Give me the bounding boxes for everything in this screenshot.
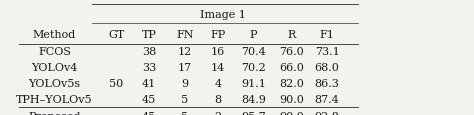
Text: 5: 5 <box>181 95 189 104</box>
Text: Proposed: Proposed <box>28 111 81 115</box>
Text: 73.1: 73.1 <box>315 46 339 56</box>
Text: 92.8: 92.8 <box>315 111 339 115</box>
Text: 86.3: 86.3 <box>315 78 339 88</box>
Text: Image 1: Image 1 <box>200 9 246 19</box>
Text: 45: 45 <box>142 95 156 104</box>
Text: FN: FN <box>176 30 193 40</box>
Text: 14: 14 <box>211 62 225 72</box>
Text: FCOS: FCOS <box>38 46 71 56</box>
Text: 68.0: 68.0 <box>315 62 339 72</box>
Text: YOLOv5s: YOLOv5s <box>28 78 81 88</box>
Text: 90.0: 90.0 <box>279 111 304 115</box>
Text: 76.0: 76.0 <box>279 46 304 56</box>
Text: FP: FP <box>210 30 226 40</box>
Text: 66.0: 66.0 <box>279 62 304 72</box>
Text: 41: 41 <box>142 78 156 88</box>
Text: P: P <box>250 30 257 40</box>
Text: Method: Method <box>33 30 76 40</box>
Text: 87.4: 87.4 <box>315 95 339 104</box>
Text: 84.9: 84.9 <box>241 95 266 104</box>
Text: 45: 45 <box>142 111 156 115</box>
Text: 95.7: 95.7 <box>241 111 266 115</box>
Text: 17: 17 <box>178 62 192 72</box>
Text: 38: 38 <box>142 46 156 56</box>
Text: 90.0: 90.0 <box>279 95 304 104</box>
Text: F1: F1 <box>319 30 335 40</box>
Text: 16: 16 <box>211 46 225 56</box>
Text: 8: 8 <box>214 95 222 104</box>
Text: 33: 33 <box>142 62 156 72</box>
Text: 91.1: 91.1 <box>241 78 266 88</box>
Text: TP: TP <box>142 30 157 40</box>
Text: YOLOv4: YOLOv4 <box>31 62 78 72</box>
Text: 5: 5 <box>181 111 189 115</box>
Text: 70.2: 70.2 <box>241 62 266 72</box>
Text: 50: 50 <box>109 78 123 88</box>
Text: 4: 4 <box>214 78 222 88</box>
Text: 9: 9 <box>181 78 189 88</box>
Text: GT: GT <box>108 30 124 40</box>
Text: 82.0: 82.0 <box>279 78 304 88</box>
Text: 12: 12 <box>178 46 192 56</box>
Text: 70.4: 70.4 <box>241 46 266 56</box>
Text: R: R <box>287 30 296 40</box>
Text: TPH–YOLOv5: TPH–YOLOv5 <box>16 95 93 104</box>
Text: 2: 2 <box>214 111 222 115</box>
